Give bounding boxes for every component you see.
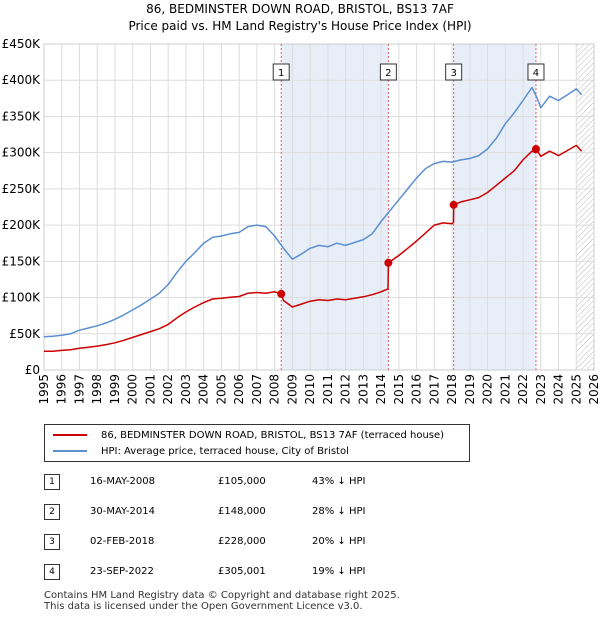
sale-marker-number: 3 <box>44 534 60 550</box>
x-tick-label: 2006 <box>232 374 246 405</box>
x-tick-label: 2010 <box>303 374 317 405</box>
sale-marker-box <box>272 63 290 81</box>
sale-date: 23-SEP-2022 <box>90 566 154 577</box>
property-line <box>44 144 583 352</box>
legend: 86, BEDMINSTER DOWN ROAD, BRISTOL, BS13 … <box>44 424 470 462</box>
x-tick-label: 2018 <box>445 374 459 405</box>
x-tick-label: 2008 <box>268 374 282 405</box>
sale-marker-box <box>379 63 397 81</box>
legend-swatch-hpi <box>53 450 87 452</box>
y-tick-label: £0 <box>25 363 40 377</box>
sale-marker-number: 4 <box>44 564 60 580</box>
sale-marker-label: 3 <box>450 68 456 79</box>
sale-date: 02-FEB-2018 <box>90 536 155 547</box>
x-tick-label: 2005 <box>214 374 228 405</box>
x-tick-label: 2011 <box>321 374 335 405</box>
x-tick-label: 1996 <box>55 374 69 405</box>
sale-point <box>449 200 458 209</box>
sale-point <box>531 145 540 154</box>
x-tick-label: 2016 <box>410 374 424 405</box>
chart-title: 86, BEDMINSTER DOWN ROAD, BRISTOL, BS13 … <box>146 2 454 16</box>
sale-marker-label: 4 <box>533 68 539 79</box>
sale-price: £228,000 <box>218 536 266 547</box>
x-tick-label: 1997 <box>72 374 86 405</box>
table-row: 4 23-SEP-2022 £305,001 19% ↓ HPI <box>44 564 444 582</box>
y-tick-label: £50K <box>9 327 41 341</box>
plot-border <box>43 43 595 371</box>
legend-item-property: 86, BEDMINSTER DOWN ROAD, BRISTOL, BS13 … <box>53 427 444 443</box>
shaded-period <box>281 44 389 370</box>
x-tick-label: 2019 <box>463 374 477 405</box>
x-tick-label: 2012 <box>339 374 353 405</box>
sale-date: 30-MAY-2014 <box>90 506 156 517</box>
y-tick-label: £100K <box>2 291 42 305</box>
x-tick-label: 2017 <box>427 374 441 405</box>
legend-label-hpi: HPI: Average price, terraced house, City… <box>101 445 349 457</box>
x-tick-label: 2020 <box>481 374 495 405</box>
table-row: 3 02-FEB-2018 £228,000 20% ↓ HPI <box>44 534 444 552</box>
sale-marker-box <box>527 63 545 81</box>
x-tick-label: 1995 <box>37 374 51 405</box>
sale-marker-box <box>445 63 463 81</box>
x-tick-label: 2015 <box>392 374 406 405</box>
y-tick-label: £300K <box>2 146 42 160</box>
y-tick-label: £450K <box>2 37 42 51</box>
chart-subtitle: Price paid vs. HM Land Registry's House … <box>128 19 472 33</box>
y-tick-label: £350K <box>2 109 42 123</box>
sale-marker-number: 1 <box>44 474 60 490</box>
x-tick-label: 2007 <box>250 374 264 405</box>
x-tick-label: 2001 <box>143 374 157 405</box>
shaded-period <box>453 44 536 370</box>
x-tick-label: 2014 <box>374 374 388 405</box>
y-tick-label: £150K <box>2 254 42 268</box>
x-tick-label: 2021 <box>498 374 512 405</box>
x-tick-label: 2024 <box>552 374 566 405</box>
table-row: 1 16-MAY-2008 £105,000 43% ↓ HPI <box>44 474 444 492</box>
legend-label-property: 86, BEDMINSTER DOWN ROAD, BRISTOL, BS13 … <box>101 429 445 441</box>
footer-line-licence: This data is licensed under the Open Gov… <box>44 601 363 612</box>
sale-marker-label: 1 <box>278 68 284 79</box>
sale-price: £148,000 <box>218 506 266 517</box>
legend-item-hpi: HPI: Average price, terraced house, City… <box>53 443 349 459</box>
y-tick-label: £200K <box>2 218 42 232</box>
sale-marker-number: 2 <box>44 504 60 520</box>
sale-marker-label: 2 <box>385 68 391 79</box>
x-tick-label: 2003 <box>179 374 193 405</box>
sale-price: £305,001 <box>218 566 266 577</box>
x-tick-label: 2025 <box>569 374 583 405</box>
legend-swatch-property <box>53 434 87 436</box>
x-tick-label: 2009 <box>285 374 299 405</box>
x-tick-label: 2000 <box>126 374 140 405</box>
sale-price: £105,000 <box>218 476 266 487</box>
sale-point <box>384 258 393 267</box>
x-tick-label: 2013 <box>356 374 370 405</box>
sale-hpi-diff: 20% ↓ HPI <box>312 536 366 547</box>
sale-hpi-diff: 19% ↓ HPI <box>312 566 366 577</box>
sale-date: 16-MAY-2008 <box>90 476 156 487</box>
x-tick-label: 2022 <box>516 374 530 405</box>
x-tick-label: 1998 <box>90 374 104 405</box>
x-tick-label: 1999 <box>108 374 122 405</box>
x-tick-label: 2004 <box>197 374 211 405</box>
footer-line-copyright: Contains HM Land Registry data © Copyrig… <box>44 590 400 601</box>
x-tick-label: 2023 <box>534 374 548 405</box>
sale-hpi-diff: 43% ↓ HPI <box>312 476 366 487</box>
x-tick-label: 2002 <box>161 374 175 405</box>
forecast-hatch <box>576 44 594 370</box>
sale-hpi-diff: 28% ↓ HPI <box>312 506 366 517</box>
table-row: 2 30-MAY-2014 £148,000 28% ↓ HPI <box>44 504 444 522</box>
x-tick-label: 2026 <box>587 374 600 405</box>
hpi-line <box>43 86 583 338</box>
price-chart: £0 £50K £100K £150K £200K £250K £300K £350K £400… <box>2 37 600 405</box>
footer: Contains HM Land Registry data © Copyrig… <box>44 590 400 612</box>
sale-point <box>277 289 286 298</box>
y-tick-label: £400K <box>2 73 42 87</box>
y-tick-label: £250K <box>2 182 42 196</box>
